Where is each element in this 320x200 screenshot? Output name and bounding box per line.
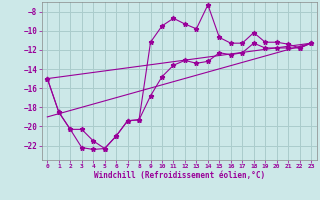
X-axis label: Windchill (Refroidissement éolien,°C): Windchill (Refroidissement éolien,°C)	[94, 171, 265, 180]
